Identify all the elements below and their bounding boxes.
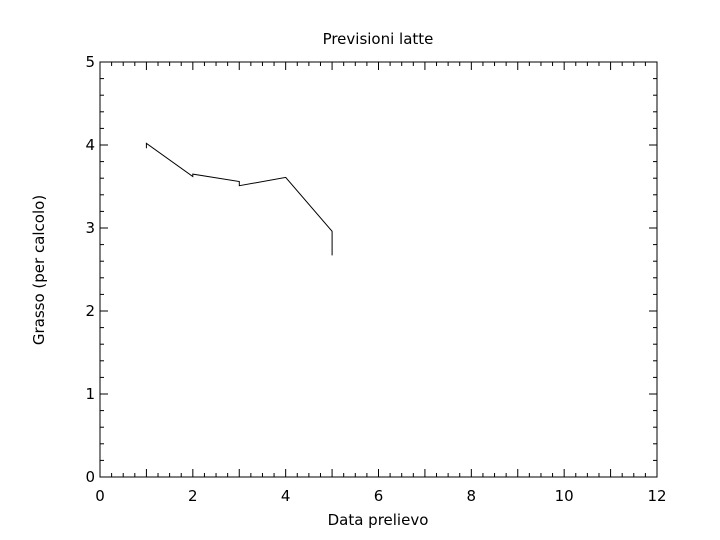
x-axis-label: Data prelievo	[328, 511, 429, 529]
x-tick-label: 8	[467, 487, 477, 505]
x-tick-label: 2	[188, 487, 198, 505]
x-tick-label: 0	[95, 487, 105, 505]
x-tick-label: 12	[647, 487, 666, 505]
y-tick-label: 0	[85, 468, 95, 486]
y-tick-label: 4	[85, 136, 95, 154]
x-tick-label: 10	[555, 487, 574, 505]
x-tick-labels: 0 2 4 6 8 10 12	[95, 487, 666, 505]
y-tick-labels: 0 1 2 3 4 5	[85, 53, 95, 486]
y-tick-label: 2	[85, 302, 95, 320]
plot-frame	[99, 61, 658, 478]
series-group	[145, 142, 333, 256]
x-tick-label: 4	[281, 487, 291, 505]
y-tick-label: 5	[85, 53, 95, 71]
x-tick-label: 6	[374, 487, 384, 505]
series-line	[145, 142, 333, 256]
y-axis-label: Grasso (per calcolo)	[30, 195, 48, 345]
axis-ticks	[99, 61, 658, 478]
y-tick-label: 1	[85, 385, 95, 403]
y-tick-label: 3	[85, 219, 95, 237]
chart-title: Previsioni latte	[323, 30, 434, 48]
